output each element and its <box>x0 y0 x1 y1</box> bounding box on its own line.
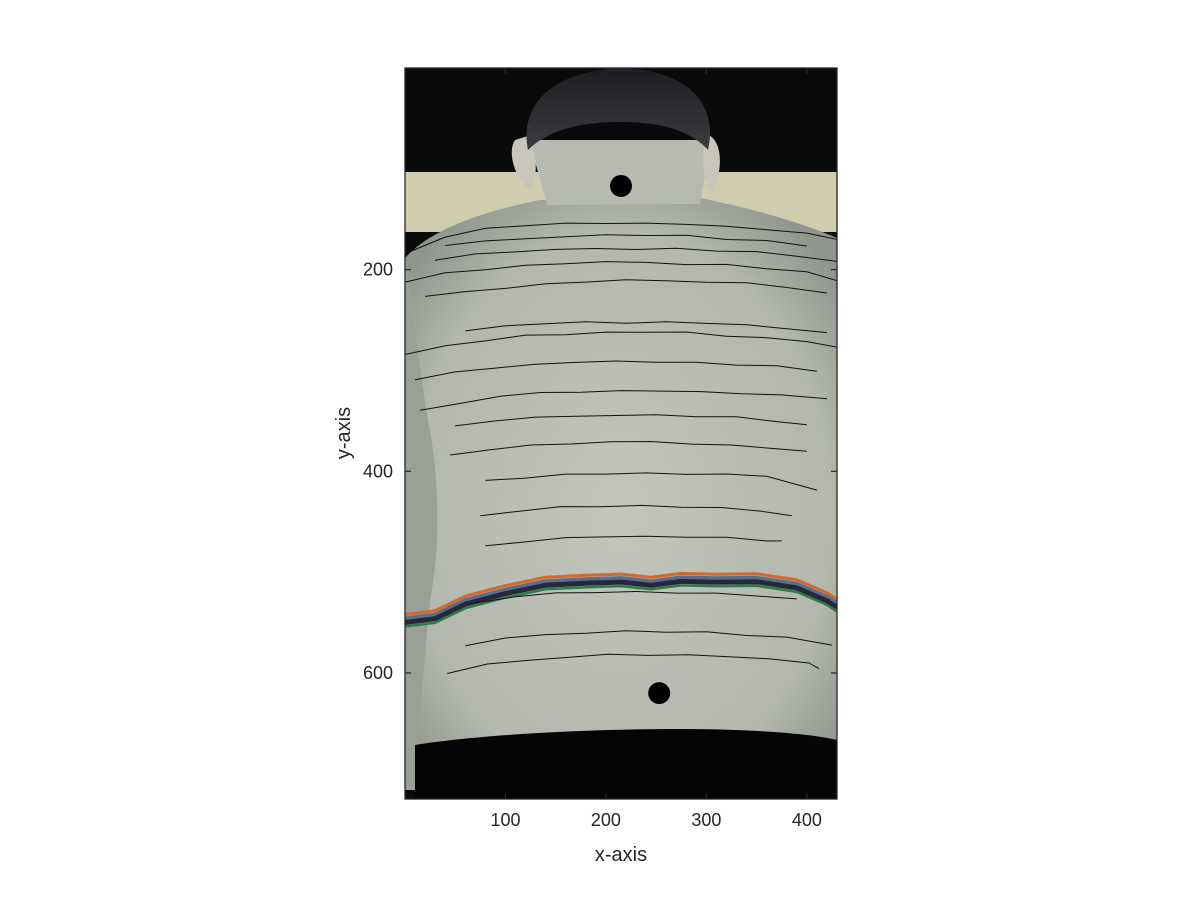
waistband <box>415 729 837 799</box>
colored-band <box>405 571 837 628</box>
contour-line <box>450 440 807 456</box>
x-tick-label: 100 <box>490 810 520 830</box>
contour-line <box>405 331 837 355</box>
neck <box>528 140 712 205</box>
contour-line <box>465 321 828 334</box>
contour-line <box>455 414 807 427</box>
landmark-markers <box>610 174 671 705</box>
contour-line <box>435 247 837 262</box>
contour-line <box>414 360 817 381</box>
contour-lines <box>405 222 837 674</box>
contour-line <box>425 279 828 297</box>
head-hair <box>526 68 710 150</box>
y-tick-label: 200 <box>363 260 393 280</box>
band-stripe <box>405 584 837 628</box>
torso-skin <box>405 198 837 770</box>
band-stripe <box>405 571 837 616</box>
contour-line <box>485 472 818 491</box>
contour-line <box>480 504 792 517</box>
band-stripe <box>405 575 837 621</box>
contour-line <box>485 535 782 547</box>
back-photo <box>405 68 837 799</box>
left-ear <box>511 136 536 190</box>
contour-line <box>405 261 837 283</box>
y-tick-label: 400 <box>363 461 393 481</box>
x-tick-label: 400 <box>792 810 822 830</box>
contour-line <box>475 590 797 604</box>
band-stripe <box>405 578 837 625</box>
landmark-marker <box>648 682 671 705</box>
contour-line <box>405 222 837 255</box>
contour-line <box>447 653 820 674</box>
y-axis-ticks: 200 400 600 <box>363 260 837 683</box>
x-tick-label: 300 <box>691 810 721 830</box>
left-arm <box>405 258 438 790</box>
x-tick-label: 200 <box>591 810 621 830</box>
axes: 100 200 300 400 200 400 600 x-axis y-axis <box>333 67 838 866</box>
x-axis-label: x-axis <box>595 844 647 866</box>
contour-line <box>420 390 828 411</box>
right-ear <box>703 135 720 192</box>
y-axis-label: y-axis <box>333 407 355 459</box>
plot-frame <box>404 67 838 800</box>
landmark-marker <box>610 174 632 197</box>
x-axis-ticks: 100 200 300 400 <box>490 68 822 830</box>
contour-line <box>445 234 807 247</box>
y-tick-label: 600 <box>363 663 393 683</box>
contour-line <box>465 630 833 647</box>
